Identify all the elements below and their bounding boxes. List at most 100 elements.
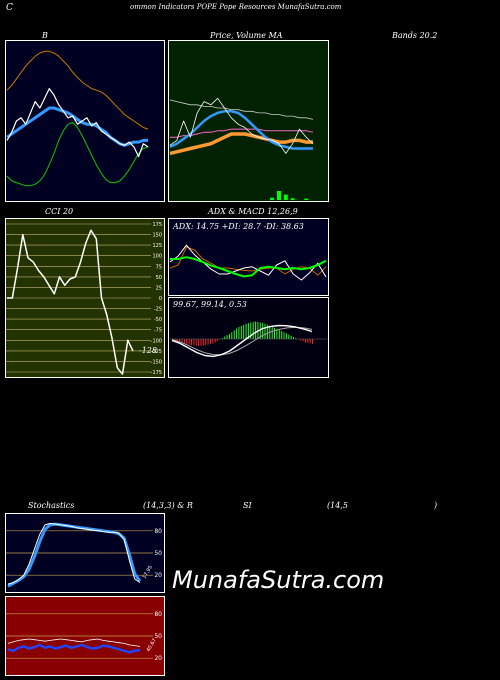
macd-histogram-bar <box>228 333 230 339</box>
stoch-label-1: Stochastics <box>28 501 75 510</box>
cci-tick-label: -75 <box>154 328 162 334</box>
ma-line-1 <box>169 99 314 120</box>
price-line <box>6 87 149 158</box>
macd-histogram-bar <box>274 327 275 339</box>
ma-line-blue <box>169 110 313 150</box>
cci-tick-label: -175 <box>151 370 162 376</box>
macd-histogram-bar <box>207 339 209 345</box>
macd-histogram-bar <box>259 322 261 339</box>
watermark: MunafaSutra.com <box>172 566 385 594</box>
cci-tick-label: 50 <box>156 275 162 281</box>
cci-line <box>7 229 134 375</box>
macd-histogram-bar <box>247 323 249 339</box>
macd-histogram-bar <box>231 332 233 339</box>
stoch-tick-label: 20 <box>154 572 162 579</box>
upper-band-line <box>6 122 149 187</box>
macd-histogram-bar <box>195 339 197 346</box>
macd-histogram-bar <box>210 339 211 344</box>
volume-bar <box>277 191 281 200</box>
macd-histogram-bar <box>312 339 313 344</box>
macd-histogram-bar <box>278 329 280 339</box>
cci-tick-label: -25 <box>154 307 162 313</box>
macd-histogram-bar <box>217 339 219 341</box>
cci-tick-label: -50 <box>154 317 162 323</box>
stoch-k-line <box>7 522 141 585</box>
macd-histogram-bar <box>290 335 292 339</box>
macd-histogram-bar <box>198 339 200 346</box>
macd-histogram-bar <box>309 339 311 344</box>
page-title: ommon Indicators POPE Pope Resources Mun… <box>130 3 342 11</box>
macd-histogram-bar <box>224 336 226 339</box>
lower-band-line <box>6 50 149 130</box>
stoch-tick-label: 50 <box>154 550 162 557</box>
macd-histogram-bar <box>250 322 252 339</box>
macd-histogram-bar <box>214 339 216 343</box>
price-line <box>169 97 314 154</box>
macd-histogram-bar <box>221 338 223 339</box>
cci-last-label: -128 <box>139 346 157 355</box>
macd-histogram-bar <box>276 328 278 339</box>
volume-bar <box>304 198 309 200</box>
cci-label: CCI 20 <box>45 207 74 216</box>
volume-bar <box>290 198 295 200</box>
macd-histogram-bar <box>181 339 183 343</box>
macd-histogram-bar <box>200 339 202 346</box>
macd-histogram-bar <box>233 330 235 339</box>
macd-histogram-bar <box>255 321 257 339</box>
macd-histogram-bar <box>293 337 294 339</box>
cci-tick-label: 75 <box>156 264 162 270</box>
macd-histogram-bar <box>262 322 264 339</box>
macd-values: 99.67, 99.14, 0.53 <box>173 300 247 309</box>
ma-line-long <box>169 132 313 156</box>
macd-histogram-bar <box>191 339 192 345</box>
cci-tick-label: 175 <box>152 222 162 228</box>
bollinger-panel <box>5 40 165 202</box>
price-volume-label: Price, Volume MA <box>210 31 283 40</box>
macd-histogram-bar <box>202 339 204 346</box>
cci-tick-label: 0 <box>159 296 162 302</box>
macd-panel <box>168 297 329 378</box>
macd-histogram-bar <box>285 333 287 339</box>
stoch-label-2: (14,3,3) & R <box>143 501 193 510</box>
macd-histogram-bar <box>252 321 254 339</box>
macd-histogram-bar <box>238 326 240 339</box>
cci-tick-label: -100 <box>151 338 162 344</box>
macd-histogram-bar <box>188 339 190 345</box>
cci-tick-label: 25 <box>156 285 162 291</box>
adx-line <box>170 256 327 278</box>
macd-histogram-bar <box>304 339 306 343</box>
rsi-tick-label: 80 <box>154 611 162 618</box>
macd-histogram-bar <box>288 334 290 339</box>
macd-histogram-bar <box>183 339 185 344</box>
rsi-smooth-line <box>7 643 141 654</box>
macd-histogram-bar <box>193 339 195 346</box>
rsi-tick-label: 20 <box>154 655 162 662</box>
rsi-tick-label: 50 <box>154 633 162 640</box>
macd-signal-line <box>171 326 313 356</box>
cci-tick-label: -150 <box>151 359 162 365</box>
adx-macd-label: ADX & MACD 12,26,9 <box>208 207 298 216</box>
adx-values: ADX: 14.75 +DI: 28.7 -DI: 38.63 <box>173 222 304 231</box>
macd-histogram-bar <box>205 339 207 346</box>
macd-histogram-bar <box>302 339 304 342</box>
title-initial: C <box>6 3 13 13</box>
stoch-label-5: ) <box>434 501 438 510</box>
stoch-label-3: SI <box>243 501 252 510</box>
cci-tick-label: 150 <box>152 233 162 239</box>
macd-histogram-bar <box>240 325 242 339</box>
volume-bar <box>283 194 288 200</box>
macd-histogram-bar <box>295 338 297 339</box>
macd-histogram-bar <box>300 339 302 341</box>
panel-frame <box>168 218 329 296</box>
macd-histogram-bar <box>245 323 247 339</box>
macd-histogram-bar <box>243 324 245 339</box>
cci-tick-label: 125 <box>152 243 162 249</box>
rsi-line <box>7 638 141 647</box>
cci-panel: 175 150 125 100 75 50 25 0 -25 -50 -75 -100 -125 -150… <box>5 218 165 378</box>
macd-histogram-bar <box>212 339 214 344</box>
cci-tick-label: 100 <box>152 254 162 260</box>
macd-line <box>171 324 313 358</box>
macd-histogram-bar <box>283 332 285 339</box>
